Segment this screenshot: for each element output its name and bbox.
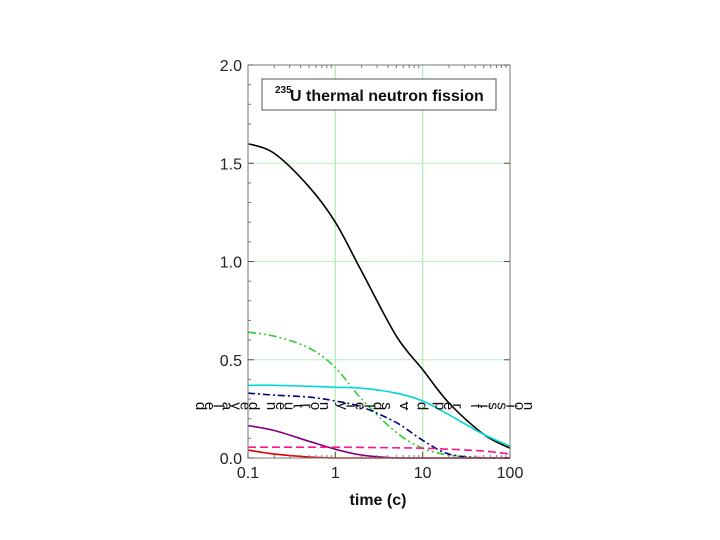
y-axis-title-char: n	[263, 402, 280, 410]
y-tick-label: 2.0	[220, 58, 242, 75]
y-axis-title-char: e	[352, 402, 369, 410]
series-line-3	[247, 384, 511, 447]
y-axis-title-char: e	[272, 402, 289, 410]
y-axis-title-char: n	[520, 402, 537, 410]
y-axis-title-char: r	[449, 404, 466, 409]
y-axis-title-char: e	[236, 402, 253, 410]
y-axis-title-char: p	[431, 402, 448, 410]
y-axis-title-char: s	[378, 402, 395, 410]
series-line-1	[247, 142, 511, 449]
y-axis-title-char: e	[201, 402, 218, 410]
x-axis-title: time (c)	[350, 492, 407, 509]
legend-superscript: 235	[275, 85, 292, 96]
series-line-5	[247, 424, 510, 459]
x-tick-label: 10	[414, 465, 432, 482]
y-axis-title-char: n	[316, 402, 333, 410]
y-axis-title-char: d	[192, 402, 209, 410]
y-axis-title-char: l	[210, 404, 227, 407]
y-axis-title-char: s	[493, 402, 510, 410]
legend-box	[261, 78, 497, 111]
y-tick-label: 1.5	[220, 156, 242, 173]
y-axis-title-char: y	[334, 402, 351, 410]
y-axis-title-char: t	[290, 404, 307, 409]
legend: 235 U thermal neutron fission	[261, 78, 497, 111]
y-axis-title-char: r	[298, 404, 315, 409]
y-axis-title-char: e	[440, 402, 457, 410]
y-axis-title-char: a	[219, 402, 236, 411]
y-axis-title-char: o	[511, 402, 528, 410]
y-axis-title-char: s	[485, 402, 502, 410]
y-axis-title-char: o	[307, 402, 324, 410]
y-tick-label: 0.0	[220, 451, 242, 468]
y-axis-title-char: _	[405, 401, 422, 411]
y-axis-title-char: y	[228, 402, 245, 410]
grid	[248, 65, 510, 458]
series-line-6	[248, 446, 511, 455]
y-axis-title-char: i	[343, 404, 360, 407]
y-axis-title-char: i	[502, 404, 519, 407]
y-tick-label: 1.0	[220, 255, 242, 272]
series-line-4	[247, 392, 510, 459]
y-axis-title-char: v	[396, 402, 413, 410]
x-tick-label: 1	[331, 465, 340, 482]
legend-label: U thermal neutron fission	[290, 88, 484, 105]
y-axis-title-char: d	[414, 402, 431, 410]
y-axis-title-char: d	[369, 402, 386, 410]
ticks: 0.1 1 10 100 0.0 0.5 1.0 1.5 2.0	[220, 58, 524, 482]
y-tick-label: 0.5	[220, 353, 242, 370]
y-axis-title-char: i	[476, 404, 493, 407]
x-tick-label: 100	[497, 465, 524, 482]
y-axis-title-char: d	[245, 402, 262, 410]
series-line-2	[247, 331, 510, 459]
y-axis-title-char: l	[360, 404, 377, 407]
y-axis-title-char: u	[281, 402, 298, 410]
x-tick-label: 0.1	[237, 465, 259, 482]
y-axis-title-char: f	[467, 404, 484, 409]
series-layer	[247, 142, 511, 459]
